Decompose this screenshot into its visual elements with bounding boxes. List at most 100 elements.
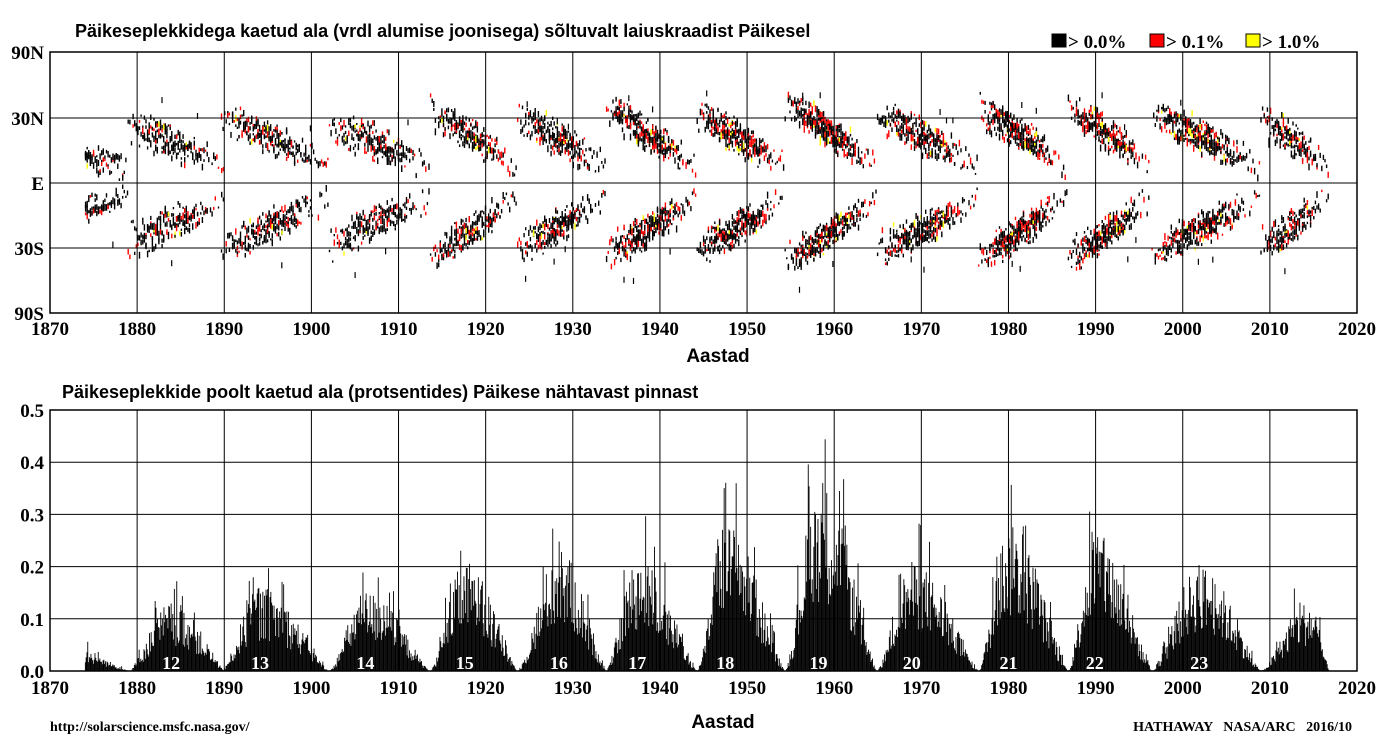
butterfly-cell (859, 217, 861, 222)
butterfly-cell (937, 128, 940, 135)
butterfly-cell (851, 158, 853, 165)
butterfly-cell (1013, 239, 1015, 246)
butterfly-cell (556, 133, 559, 140)
butterfly-cell (838, 215, 841, 222)
butterfly-cell (558, 221, 560, 226)
butterfly-cell (749, 135, 751, 140)
butterfly-cell (851, 153, 853, 158)
butterfly-cell (736, 137, 738, 141)
butterfly-cell (936, 227, 938, 233)
butterfly-cell (344, 236, 347, 241)
butterfly-cell (164, 141, 166, 148)
butterfly-cell (734, 128, 737, 136)
butterfly-cell (679, 167, 681, 170)
butterfly-cell (763, 145, 766, 153)
butterfly-cell (399, 213, 401, 219)
butterfly-cell (899, 247, 901, 250)
butterfly-cell (615, 241, 617, 248)
butterfly-cell (164, 124, 166, 131)
butterfly-cell (1022, 234, 1025, 238)
butterfly-cell (470, 130, 472, 133)
butterfly-cell (155, 138, 157, 144)
butterfly-cell (1019, 223, 1021, 227)
butterfly-cell (273, 204, 275, 209)
butterfly-cell (1002, 235, 1004, 238)
butterfly-cell (295, 204, 297, 208)
butterfly-cell (583, 137, 586, 140)
butterfly-cell (736, 211, 738, 216)
butterfly-cell (905, 122, 908, 130)
butterfly-cell (856, 217, 858, 223)
butterfly-cell (305, 144, 307, 151)
butterfly-cell (187, 227, 189, 232)
butterfly-cell (726, 130, 729, 134)
butterfly-cell (1024, 123, 1026, 128)
butterfly-cell (758, 209, 761, 216)
butterfly-cell (523, 233, 525, 238)
butterfly-cell (127, 119, 129, 124)
butterfly-cell (270, 124, 272, 132)
butterfly-cell (950, 153, 953, 156)
butterfly-cell (368, 237, 371, 244)
butterfly-cell (734, 121, 737, 127)
butterfly-cell (848, 212, 850, 215)
butterfly-cell (137, 130, 139, 136)
butterfly-cell (372, 210, 374, 213)
butterfly-cell (632, 235, 635, 242)
butterfly-cell (143, 224, 146, 231)
butterfly-cell (701, 109, 703, 115)
butterfly-cell (284, 226, 286, 231)
butterfly-cell (577, 220, 579, 227)
butterfly-cell (372, 155, 374, 162)
butterfly-cell (802, 101, 804, 106)
butterfly-cell (728, 243, 730, 251)
butterfly-cell (356, 214, 358, 220)
butterfly-cell (405, 215, 408, 219)
butterfly-cell (544, 132, 546, 140)
butterfly-cell (161, 146, 163, 150)
butterfly-cell (857, 152, 860, 159)
butterfly-cell (888, 257, 890, 261)
butterfly-cell (926, 216, 928, 222)
butterfly-cell (853, 205, 855, 211)
butterfly-cell (177, 216, 179, 222)
butterfly-cell (198, 147, 200, 154)
butterfly-cell (998, 108, 1001, 112)
butterfly-cell (808, 122, 810, 125)
butterfly-cell (265, 225, 267, 228)
butterfly-cell (663, 228, 665, 234)
butterfly-cell (718, 219, 721, 226)
butterfly-cell (675, 210, 678, 215)
butterfly-cell (187, 144, 189, 151)
butterfly-cell (381, 156, 384, 159)
butterfly-cell (1018, 132, 1020, 136)
butterfly-cell (829, 141, 831, 144)
butterfly-cell (265, 142, 267, 148)
butterfly-cell (515, 165, 517, 171)
butterfly-cell (231, 237, 234, 242)
butterfly-cell (655, 216, 657, 223)
butterfly-cell (837, 233, 839, 237)
butterfly-cell (883, 121, 885, 127)
butterfly-cell (989, 249, 991, 254)
butterfly-cell (540, 231, 543, 234)
butterfly-cell (241, 130, 243, 137)
butterfly-cell (479, 210, 482, 218)
butterfly-cell (255, 125, 258, 130)
butterfly-cell (952, 209, 954, 215)
butterfly-cell (623, 106, 625, 112)
butterfly-cell (185, 226, 187, 230)
butterfly-cell (798, 261, 801, 267)
butterfly-cell (531, 130, 533, 137)
butterfly-cell (939, 225, 941, 231)
butterfly-cell (381, 134, 384, 138)
butterfly-cell (447, 125, 450, 130)
butterfly-cell (243, 110, 245, 117)
butterfly-cell (531, 116, 533, 124)
butterfly-cell (921, 230, 924, 234)
butterfly-cell (112, 241, 114, 248)
butterfly-cell (660, 222, 662, 225)
butterfly-cell (822, 128, 825, 133)
butterfly-cell (626, 103, 628, 106)
butterfly-cell (736, 220, 738, 228)
